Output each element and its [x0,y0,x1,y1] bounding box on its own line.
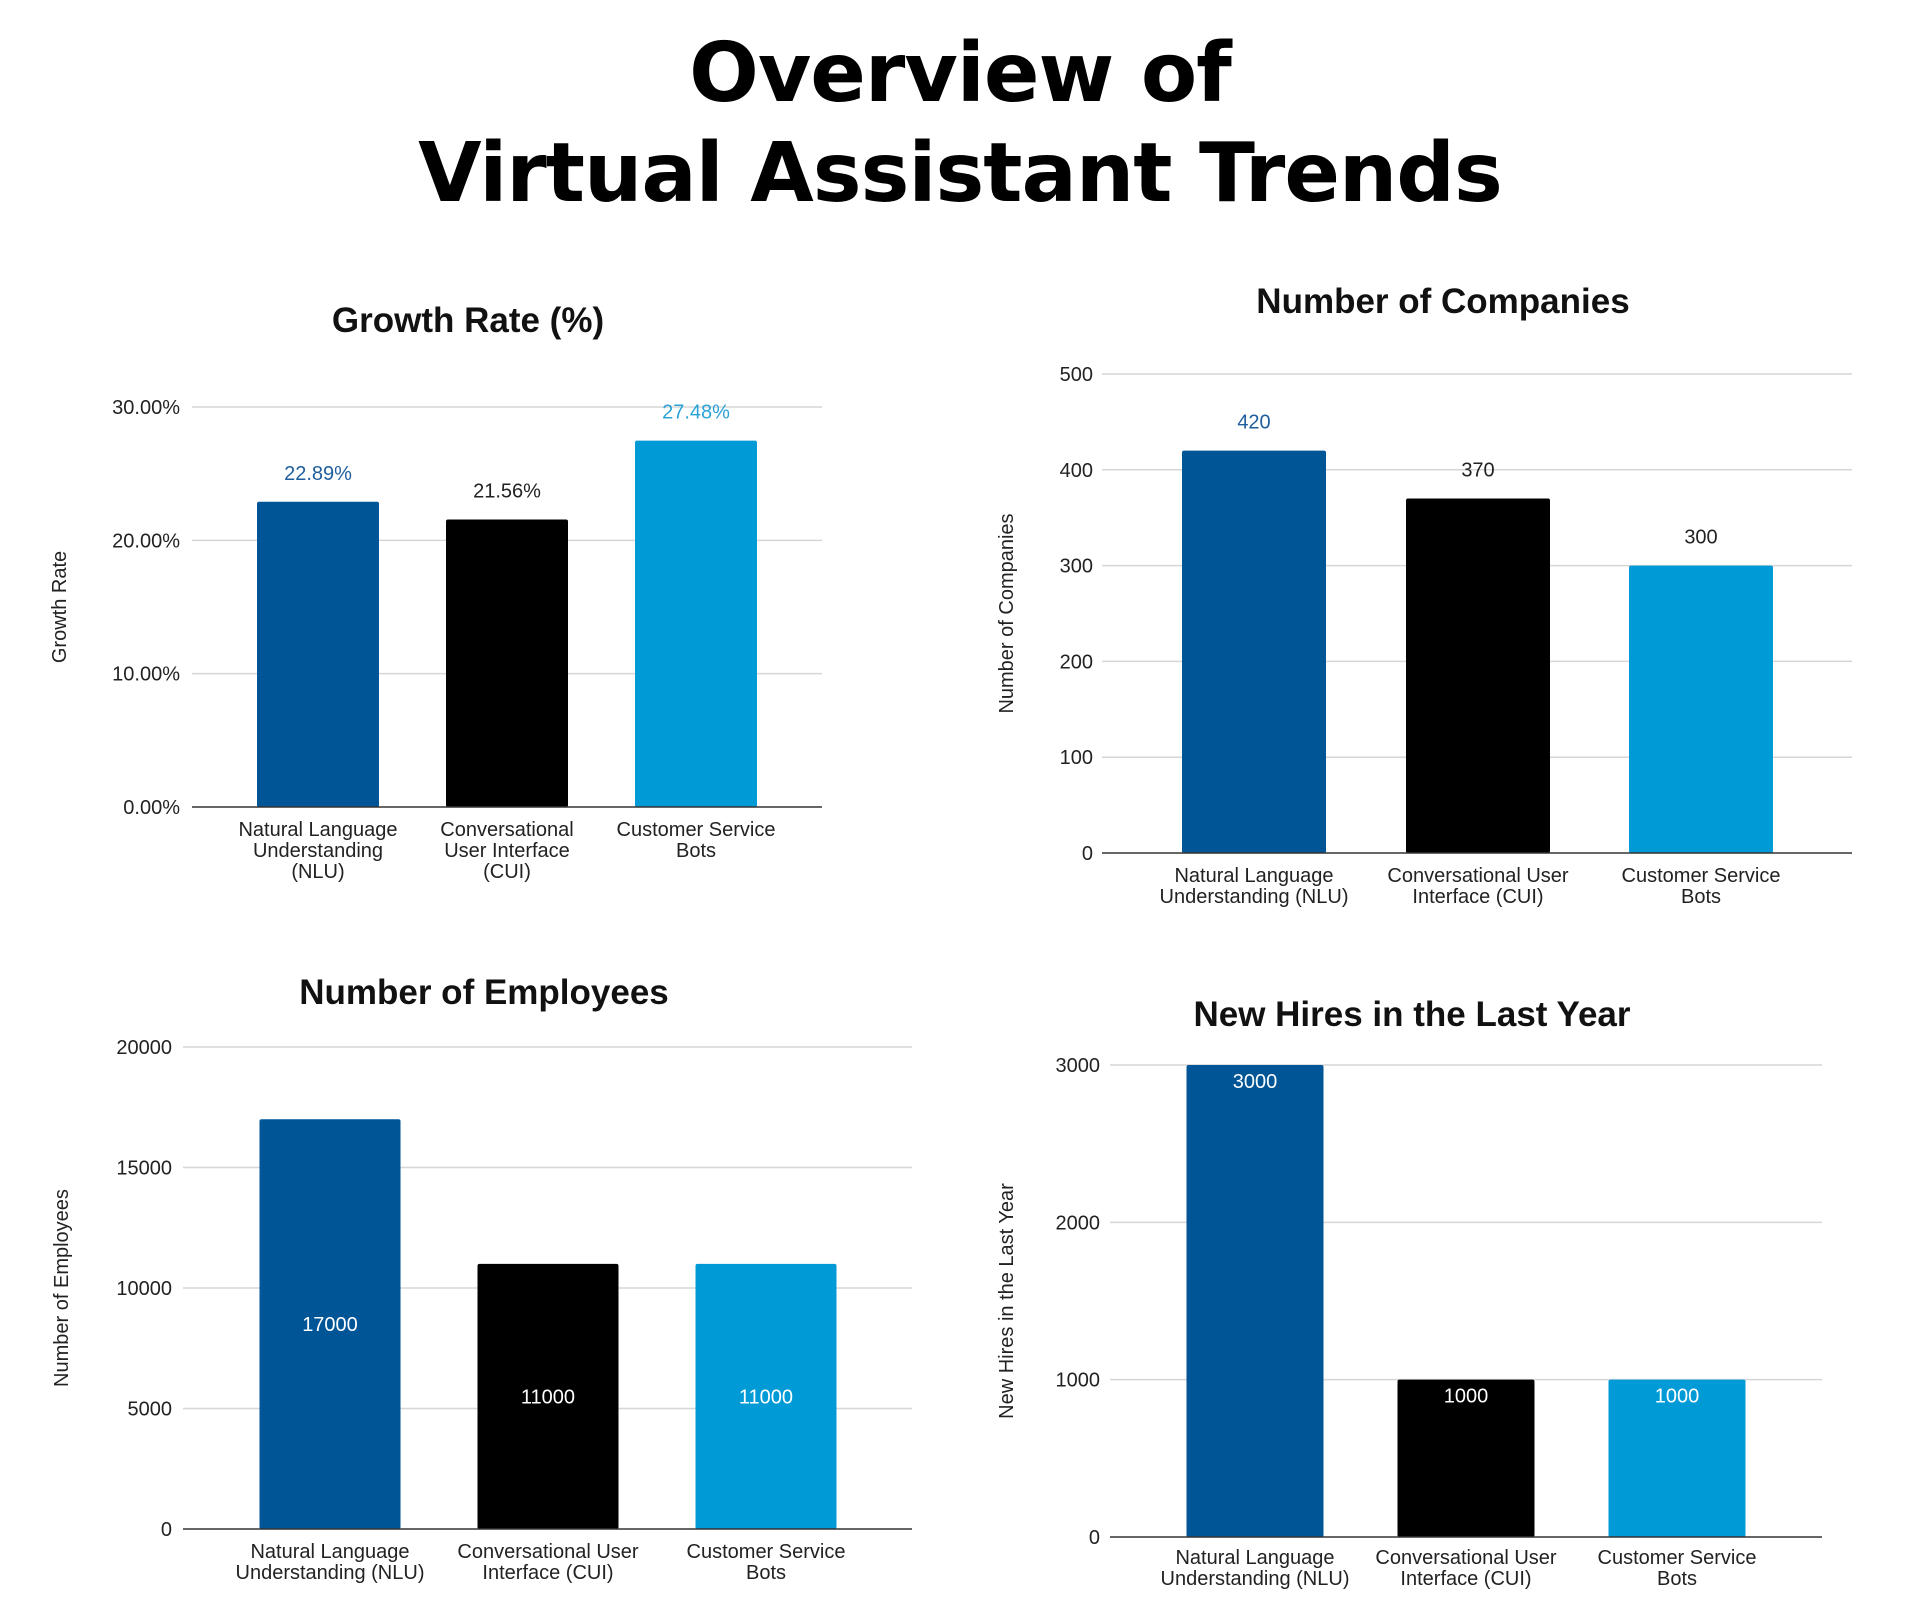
new-hires-chart-title: New Hires in the Last Year [1193,995,1630,1034]
employees-chart-title: Number of Employees [299,973,669,1012]
page-title-line-2: Virtual Assistant Trends [418,126,1503,221]
page-title-line-1: Overview of [689,26,1232,121]
growth-rate-y-tick-label: 10.00% [112,664,180,686]
companies-x-category-label: Understanding (NLU) [1160,886,1349,908]
employees-y-tick-label: 0 [161,1519,172,1541]
companies-chart-title: Number of Companies [1256,282,1629,321]
growth-rate-x-category-label: Bots [676,840,716,862]
new-hires-bar-2 [1397,1379,1535,1537]
new-hires-data-label-2: 1000 [1444,1386,1489,1408]
employees-x-category-label: Understanding (NLU) [236,1562,425,1584]
growth-rate-bar-1 [257,501,379,807]
new-hires-x-category-label: Bots [1657,1568,1697,1590]
companies-y-tick-label: 500 [1060,364,1093,386]
growth-rate-x-category-label: Understanding [253,840,383,862]
growth-rate-data-label-1: 22.89% [284,463,352,485]
employees-data-label-1: 17000 [302,1314,358,1336]
new-hires-bar-1 [1186,1065,1324,1537]
employees-x-category-label: Bots [746,1562,786,1584]
employees-data-label-3: 11000 [739,1386,793,1408]
employees-x-category-label: Customer Service [687,1541,846,1563]
companies-data-label-3: 300 [1684,527,1717,549]
growth-rate-y-tick-label: 20.00% [112,530,180,552]
new-hires-x-category-label: Customer Service [1598,1547,1757,1569]
new-hires-x-category-label: Understanding (NLU) [1161,1568,1350,1590]
employees-y-axis-label: Number of Employees [51,1189,73,1387]
new-hires-y-tick-label: 1000 [1056,1370,1101,1392]
new-hires-bar-3 [1608,1379,1746,1537]
new-hires-x-category-label: Natural Language [1175,1547,1334,1569]
new-hires-y-axis-label: New Hires in the Last Year [996,1183,1018,1419]
employees-bar-2 [477,1263,619,1529]
growth-rate-y-axis-label: Growth Rate [49,551,71,663]
companies-data-label-1: 420 [1237,412,1270,434]
growth-rate-data-label-3: 27.48% [662,402,730,424]
growth-rate-x-category-label: (NLU) [291,861,344,883]
employees-y-tick-label: 15000 [116,1158,172,1180]
employees-y-tick-label: 5000 [128,1399,173,1421]
companies-bar-2 [1406,498,1550,853]
companies-x-category-label: Interface (CUI) [1412,886,1543,908]
employees-y-tick-label: 10000 [116,1278,172,1300]
growth-rate-bar-2 [446,519,568,807]
new-hires-y-tick-label: 2000 [1056,1212,1101,1234]
companies-bar-1 [1182,450,1326,853]
employees-x-category-label: Conversational User [457,1541,639,1563]
new-hires-y-tick-label: 3000 [1056,1055,1101,1077]
new-hires-y-tick-label: 0 [1089,1527,1100,1549]
new-hires-data-label-1: 3000 [1233,1071,1278,1093]
companies-bar-3 [1629,565,1773,853]
companies-y-tick-label: 300 [1060,556,1093,578]
new-hires-x-category-label: Interface (CUI) [1400,1568,1531,1590]
growth-rate-x-category-label: Conversational [440,819,573,841]
employees-data-label-2: 11000 [521,1386,575,1408]
companies-x-category-label: Natural Language [1174,865,1333,887]
new-hires-data-label-3: 1000 [1655,1386,1700,1408]
growth-rate-y-tick-label: 30.00% [112,397,180,419]
new-hires-x-category-label: Conversational User [1375,1547,1557,1569]
employees-bar-3 [695,1263,837,1529]
employees-bar-1 [259,1119,401,1529]
companies-x-category-label: Bots [1681,886,1721,908]
growth-rate-x-category-label: Customer Service [617,819,776,841]
growth-rate-x-category-label: (CUI) [483,861,531,883]
employees-y-tick-label: 20000 [116,1037,172,1059]
growth-rate-y-tick-label: 0.00% [123,797,180,819]
growth-rate-x-category-label: User Interface [444,840,570,862]
growth-rate-data-label-2: 21.56% [473,481,541,503]
growth-rate-bar-3 [635,440,757,807]
employees-x-category-label: Interface (CUI) [482,1562,613,1584]
companies-y-tick-label: 200 [1060,651,1093,673]
companies-x-category-label: Customer Service [1622,865,1781,887]
companies-y-tick-label: 0 [1082,843,1093,865]
growth-rate-chart-title: Growth Rate (%) [332,301,604,340]
companies-y-tick-label: 400 [1060,460,1093,482]
companies-data-label-2: 370 [1461,460,1494,482]
growth-rate-x-category-label: Natural Language [238,819,397,841]
page-title: Overview of Virtual Assistant Trends [0,24,1920,224]
companies-y-axis-label: Number of Companies [996,513,1018,713]
companies-x-category-label: Conversational User [1387,865,1569,887]
companies-y-tick-label: 100 [1060,747,1093,769]
employees-x-category-label: Natural Language [250,1541,409,1563]
